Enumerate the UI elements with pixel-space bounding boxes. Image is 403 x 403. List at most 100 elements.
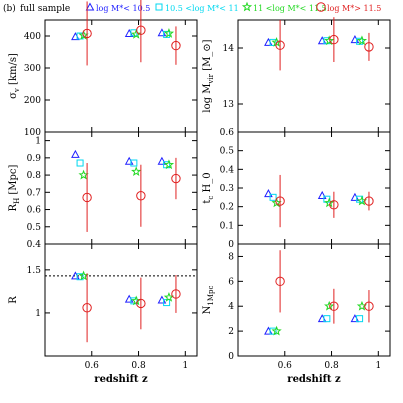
x-axis-label: redshift z <box>287 374 341 385</box>
chart-panel: 13 14 log Mvir [M_⊙] <box>202 17 391 133</box>
data-point <box>136 298 146 309</box>
data-point <box>82 192 92 203</box>
x-tick-label: 1 <box>182 361 188 371</box>
data-point <box>76 32 84 40</box>
data-point <box>264 189 273 198</box>
x-tick-label: 0.8 <box>131 361 146 371</box>
y-axis-label: RH [Mpc] <box>8 164 21 211</box>
data-point <box>157 156 167 165</box>
data-point <box>157 28 167 37</box>
y-tick-label: 0 <box>228 352 234 362</box>
x-tick-label: 0.8 <box>324 361 339 371</box>
data-point <box>131 28 142 39</box>
data-point <box>78 270 89 281</box>
data-point <box>163 159 175 170</box>
legend-entry: 11 <log M*< 11.5 <box>241 1 327 13</box>
data-point <box>356 315 364 323</box>
data-point <box>364 42 374 52</box>
x-tick-label: 0.6 <box>278 361 293 371</box>
data-point <box>350 192 360 201</box>
data-point <box>171 173 181 184</box>
data-point <box>275 40 285 50</box>
data-point <box>76 159 84 167</box>
series-circle <box>275 250 374 324</box>
series-triangle <box>71 149 167 165</box>
y-tick-label: 0 <box>228 240 234 250</box>
series-circle <box>275 174 374 228</box>
x-tick-label: 1 <box>375 361 381 371</box>
y-axis-label: N1Mpc <box>202 286 215 315</box>
chart-panel: 0.4 0.5 0.6 0.7 0.8 0.9 1 RH [Mpc] <box>8 131 198 250</box>
series-star <box>271 300 368 336</box>
legend: log M*< 10.5 10.5 <log M*< 11 11 <log M*< … <box>85 1 381 13</box>
data-point <box>163 30 171 38</box>
data-point <box>329 301 339 311</box>
data-point <box>131 166 142 177</box>
series-circle <box>275 17 374 71</box>
panel-frame <box>237 243 391 357</box>
legend-square-marker <box>155 3 163 11</box>
data-point <box>329 34 339 45</box>
y-tick-label: 6 <box>228 277 234 287</box>
panel-frame <box>44 19 198 133</box>
y-tick-label: 0.5 <box>27 223 42 233</box>
y-tick-label: 0.6 <box>220 128 235 138</box>
data-point <box>124 294 134 303</box>
series-star <box>78 159 175 180</box>
data-point <box>275 276 285 287</box>
series-triangle <box>71 271 167 304</box>
legend-label: 11 <log M*< 11.5 <box>253 4 327 13</box>
y-tick-label: 300 <box>24 64 41 74</box>
data-point <box>71 149 80 158</box>
data-point <box>329 200 339 210</box>
data-point <box>76 273 84 281</box>
data-point <box>136 25 146 35</box>
data-point <box>171 289 181 299</box>
series-star <box>78 270 175 306</box>
data-point <box>364 301 374 311</box>
series-circle <box>82 0 181 66</box>
data-point <box>130 159 138 167</box>
figure-header: (b) full sample log M*< 10.5 10.5 <log M*… <box>3 1 381 14</box>
legend-label: 10.5 <log M*< 11 <box>165 4 239 13</box>
y-tick-label: 100 <box>24 128 41 138</box>
x-axis-label: redshift z <box>94 374 148 385</box>
legend-entry: 10.5 <log M*< 11 <box>155 3 239 13</box>
y-tick-label: 0.1 <box>220 221 234 231</box>
legend-label: log M*< 10.5 <box>96 4 150 13</box>
data-point <box>356 35 368 46</box>
data-point <box>324 35 335 46</box>
chart-panel: 0 2 4 6 8 0.6 0.8 1 N1Mpc redshift z <box>202 243 391 385</box>
y-tick-label: 0.4 <box>220 165 235 175</box>
y-tick-label: 1 <box>35 309 41 319</box>
data-point <box>82 303 92 313</box>
data-point <box>78 169 89 180</box>
data-point <box>136 191 146 201</box>
legend-triangle-marker <box>85 2 95 11</box>
data-point <box>324 300 335 311</box>
y-tick-label: 13 <box>223 100 235 110</box>
legend-entry: log M*> 11.5 <box>316 2 381 13</box>
y-tick-label: 14 <box>223 44 235 54</box>
series-square <box>269 315 364 335</box>
series-triangle <box>264 189 360 201</box>
sample-label: full sample <box>20 4 70 14</box>
y-tick-label: 0.6 <box>27 206 42 216</box>
chart-panel: 0 0.1 0.2 0.3 0.4 0.5 0.6 tc H_0 <box>202 128 391 250</box>
y-axis-label: R <box>8 296 19 304</box>
y-tick-label: 1 <box>35 137 41 147</box>
data-point <box>269 327 277 335</box>
panel-label: (b) <box>3 3 16 14</box>
data-point <box>275 196 285 206</box>
series-circle <box>82 157 181 232</box>
y-tick-label: 0.7 <box>27 188 42 198</box>
legend-label: log M*> 11.5 <box>327 4 381 13</box>
data-point <box>323 195 331 203</box>
x-tick-label: 0.6 <box>85 361 100 371</box>
y-tick-label: 200 <box>24 96 41 106</box>
data-point <box>317 190 327 199</box>
y-tick-label: 0.5 <box>220 147 235 157</box>
